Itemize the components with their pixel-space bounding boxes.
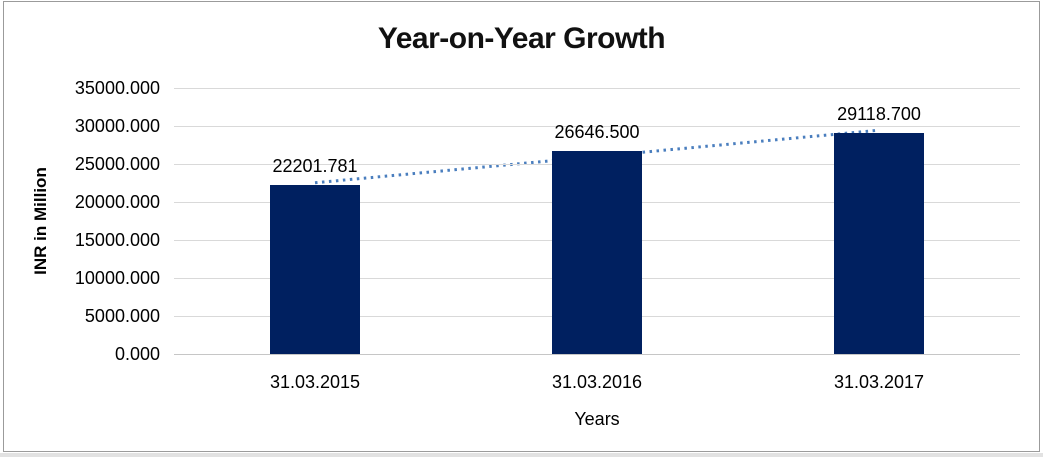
bottom-edge-strip xyxy=(0,453,1043,457)
chart-title: Year-on-Year Growth xyxy=(377,22,666,55)
y-tick-label: 35000.000 xyxy=(74,78,160,98)
y-axis-title: INR in Million xyxy=(31,167,50,275)
y-tick-label: 20000.000 xyxy=(74,192,160,212)
x-tick-label: 31.03.2015 xyxy=(269,372,361,392)
bar xyxy=(270,185,360,354)
y-tick-label: 25000.000 xyxy=(74,154,160,174)
gridline xyxy=(174,126,1020,127)
y-tick-label: 10000.000 xyxy=(74,268,160,288)
y-tick-label: 30000.000 xyxy=(74,116,160,136)
x-tick-label: 31.03.2016 xyxy=(551,372,643,392)
bar xyxy=(552,151,642,354)
gridline xyxy=(174,88,1020,89)
data-label: 29118.700 xyxy=(837,104,921,124)
data-label: 22201.781 xyxy=(272,156,358,176)
x-tick-label: 31.03.2017 xyxy=(833,372,925,392)
y-tick-label: 0.000 xyxy=(114,344,160,364)
y-tick-label: 5000.000 xyxy=(84,306,160,326)
bar xyxy=(834,133,924,354)
gridline xyxy=(174,354,1020,355)
data-label: 26646.500 xyxy=(554,122,640,142)
x-axis-title: Years xyxy=(574,409,620,429)
y-tick-label: 15000.000 xyxy=(74,230,160,250)
